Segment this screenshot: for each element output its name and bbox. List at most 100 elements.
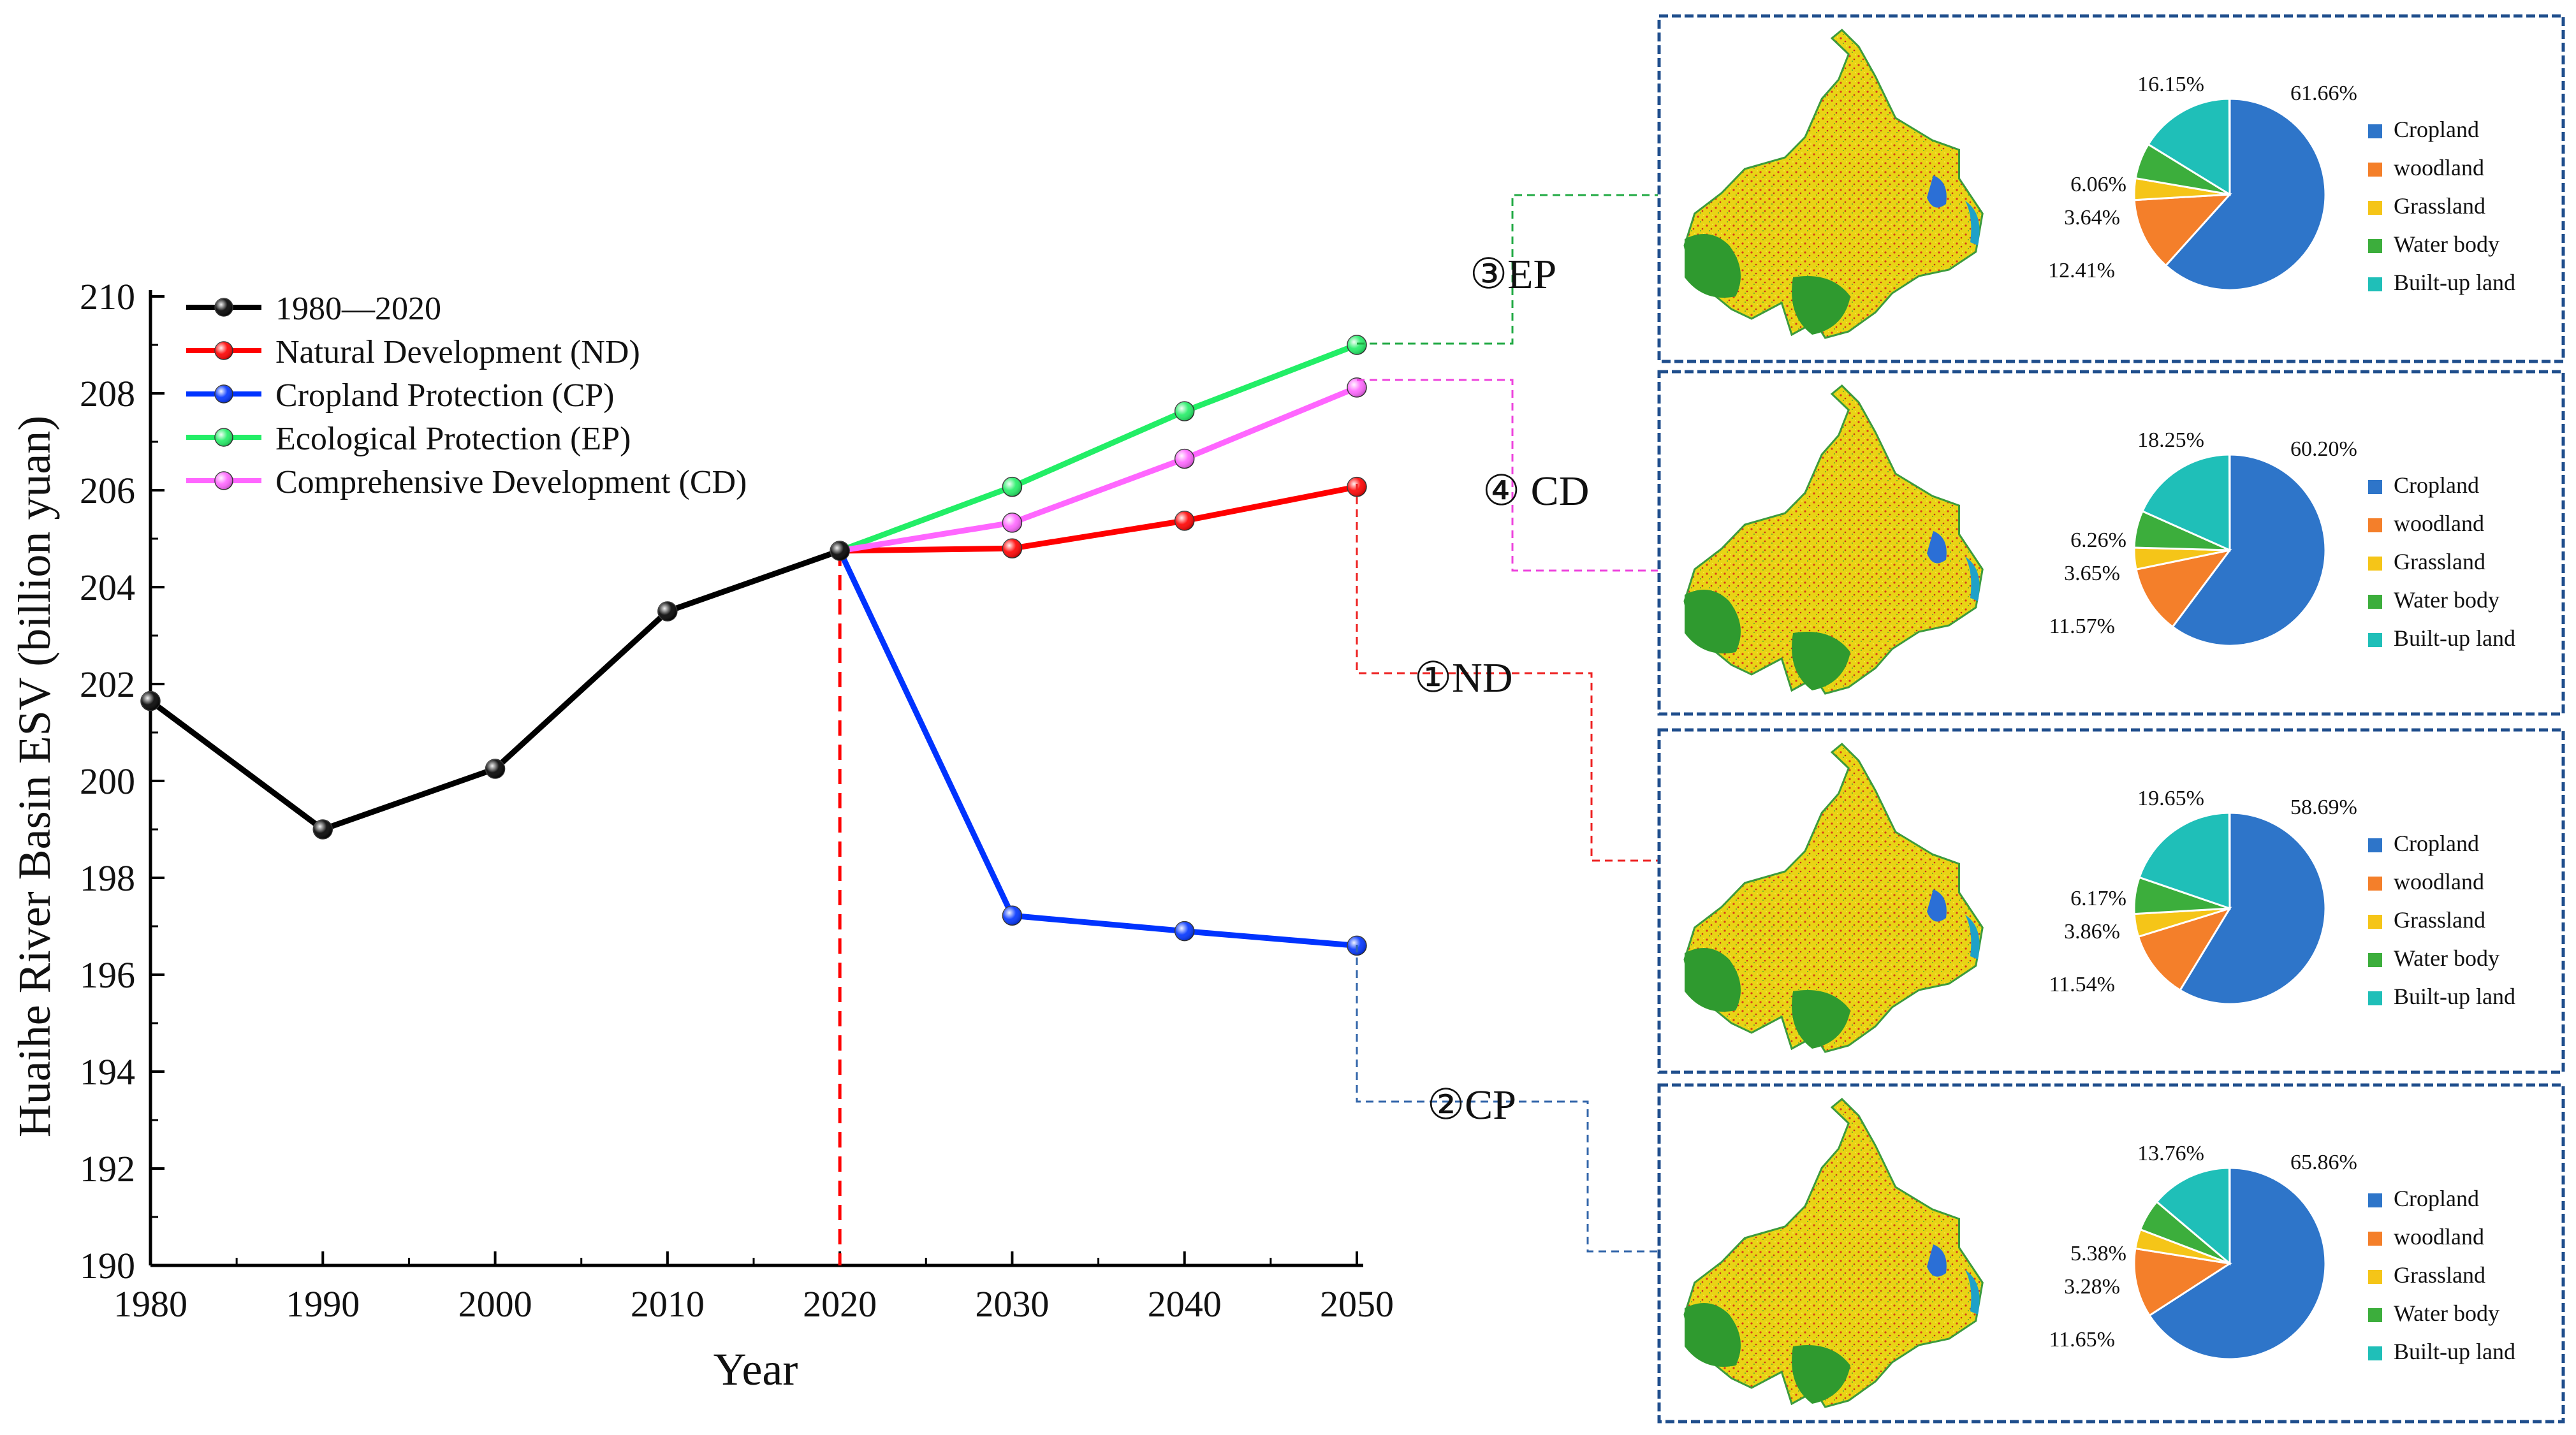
pie-legend-cp: Cropland woodland Grassland Water body Built… [2368, 1186, 2515, 1364]
legend-swatch-woodland [2368, 518, 2382, 532]
data-point-shine [1002, 513, 1022, 532]
legend-text-water-body: Water body [2394, 587, 2499, 613]
x-tick-label: 2050 [1320, 1283, 1394, 1325]
legend-text-cropland: Cropland [2394, 831, 2479, 856]
data-point-shine [1175, 511, 1194, 530]
x-tick-label: 2020 [803, 1283, 877, 1325]
x-tick-labels: 1980 1990 2000 2010 2020 2030 2040 2050 [113, 1283, 1394, 1325]
legend-swatch-woodland [2368, 877, 2382, 891]
map-water-body [1927, 1244, 1947, 1277]
pie-slice-cropland [2179, 812, 2327, 1005]
land-use-map-ep [1683, 28, 1984, 339]
map-woodland-south [1792, 632, 1850, 690]
map-woodland-south [1792, 276, 1850, 335]
scenario-label-nd: ①ND [1414, 655, 1513, 701]
pie-slice-woodland [2135, 548, 2232, 629]
pie-chart-nd: 58.69% 11.54% 3.86% 6.17% 19.65% [2049, 787, 2357, 1005]
legend-swatch-built-up-land [2368, 991, 2382, 1005]
legend-marker-shine [215, 298, 233, 316]
pie-slice-cropland [2171, 453, 2327, 647]
pie-slice-cropland [2164, 98, 2327, 291]
legend-swatch-water-body [2368, 1308, 2382, 1322]
y-tick-labels: 190 192 194 196 198 200 202 204 206 208 210 [80, 276, 135, 1286]
series-line-cropland-protection [837, 550, 1358, 949]
series-line-natural-development [840, 484, 1358, 554]
legend-swatch-woodland [2368, 163, 2382, 177]
data-point-shine [1002, 539, 1022, 558]
y-tick-label: 196 [80, 954, 135, 996]
data-point-shine [1175, 402, 1194, 421]
map-woodland-west [1685, 234, 1741, 298]
pie-legend-cd: Cropland woodland Grassland Water body Built… [2368, 472, 2515, 651]
scenario-panel-ep: 61.66% 12.41% 3.64% 6.06% 16.15% Cropland wood… [1657, 14, 2565, 363]
pie-label-built-up-land: 13.76% [2137, 1142, 2204, 1165]
y-tick-label: 200 [80, 761, 135, 802]
map-water-body [1927, 175, 1947, 208]
connector-nd [1356, 484, 1658, 862]
pie-chart-cd: 60.20% 11.57% 3.65% 6.26% 18.25% [2049, 428, 2357, 647]
data-point-shine [657, 602, 677, 621]
pie-label-cropland: 61.66% [2290, 82, 2357, 105]
pie-slice-cropland [2148, 1167, 2327, 1360]
legend-swatch-built-up-land [2368, 277, 2382, 291]
map-coast [1965, 201, 1980, 245]
legend-text-grassland: Grassland [2394, 907, 2485, 933]
pie-slice-woodland [2133, 1247, 2233, 1317]
series-markers [140, 335, 1367, 956]
legend-swatch-grassland [2368, 201, 2382, 215]
x-tick-label: 2010 [631, 1283, 705, 1325]
map-shape [1683, 384, 1984, 695]
legend-swatch-grassland [2368, 915, 2382, 929]
legend-label-ecological-protection: Ecological Protection (EP) [275, 421, 631, 457]
data-point-shine [1347, 335, 1366, 354]
pie-legend-ep: Cropland woodland Grassland Water body Built… [2368, 117, 2515, 295]
x-tick-label: 1990 [286, 1283, 360, 1325]
pie-label-grassland: 3.64% [2064, 206, 2120, 229]
scenario-panel-cd: 60.20% 11.57% 3.65% 6.26% 18.25% Cropland wood… [1657, 370, 2565, 716]
x-tick-label: 1980 [113, 1283, 187, 1325]
x-tick-label: 2040 [1148, 1283, 1222, 1325]
legend-swatch-built-up-land [2368, 1346, 2382, 1360]
data-point-shine [1175, 449, 1194, 469]
land-use-map-cd [1683, 384, 1984, 695]
land-use-map-cp [1683, 1097, 1984, 1408]
legend-swatch-grassland [2368, 557, 2382, 571]
pie-label-grassland: 3.65% [2064, 562, 2120, 585]
pie-label-built-up-land: 16.15% [2137, 73, 2204, 96]
pie-label-cropland: 60.20% [2290, 437, 2357, 461]
pie-label-woodland: 11.54% [2049, 973, 2115, 996]
x-tick-label: 2030 [975, 1283, 1049, 1325]
connector-ep [1357, 194, 1658, 345]
pie-label-water-body: 6.17% [2070, 887, 2126, 910]
legend-text-cropland: Cropland [2394, 1186, 2479, 1211]
legend-text-water-body: Water body [2394, 1300, 2499, 1326]
legend-text-woodland: woodland [2394, 155, 2484, 180]
axes [149, 290, 1363, 1267]
connector-cd [1357, 379, 1658, 572]
legend-text-grassland: Grassland [2394, 1262, 2485, 1288]
map-woodland-west [1685, 590, 1741, 653]
pie-slice-woodland [2133, 193, 2232, 267]
scenario-panel-nd: 58.69% 11.54% 3.86% 6.17% 19.65% Cropland wood… [1657, 728, 2565, 1074]
legend-label-historical: 1980—2020 [275, 291, 441, 327]
pie-label-cropland: 58.69% [2290, 796, 2357, 819]
x-tick-label: 2000 [458, 1283, 532, 1325]
map-coast [1965, 915, 1980, 959]
legend-text-cropland: Cropland [2394, 472, 2479, 498]
legend-label-natural-development: Natural Development (ND) [275, 334, 640, 370]
pie-label-grassland: 3.86% [2064, 920, 2120, 943]
connector-cp [1356, 945, 1658, 1253]
x-axis-label: Year [714, 1344, 798, 1395]
legend-text-woodland: woodland [2394, 869, 2484, 894]
map-water-body [1927, 531, 1947, 564]
scenario-connectors: ③EP ④ CD ①ND ②CP [1356, 194, 1658, 1253]
data-point-shine [485, 759, 505, 778]
data-point-shine [1002, 906, 1022, 926]
series-line-ecological-protection [838, 342, 1358, 554]
pie-chart-cp: 65.86% 11.65% 3.28% 5.38% 13.76% [2049, 1142, 2357, 1360]
map-coast [1965, 557, 1980, 601]
map-coast [1965, 1270, 1980, 1315]
legend-swatch-cropland [2368, 124, 2382, 138]
legend-text-woodland: woodland [2394, 511, 2484, 536]
